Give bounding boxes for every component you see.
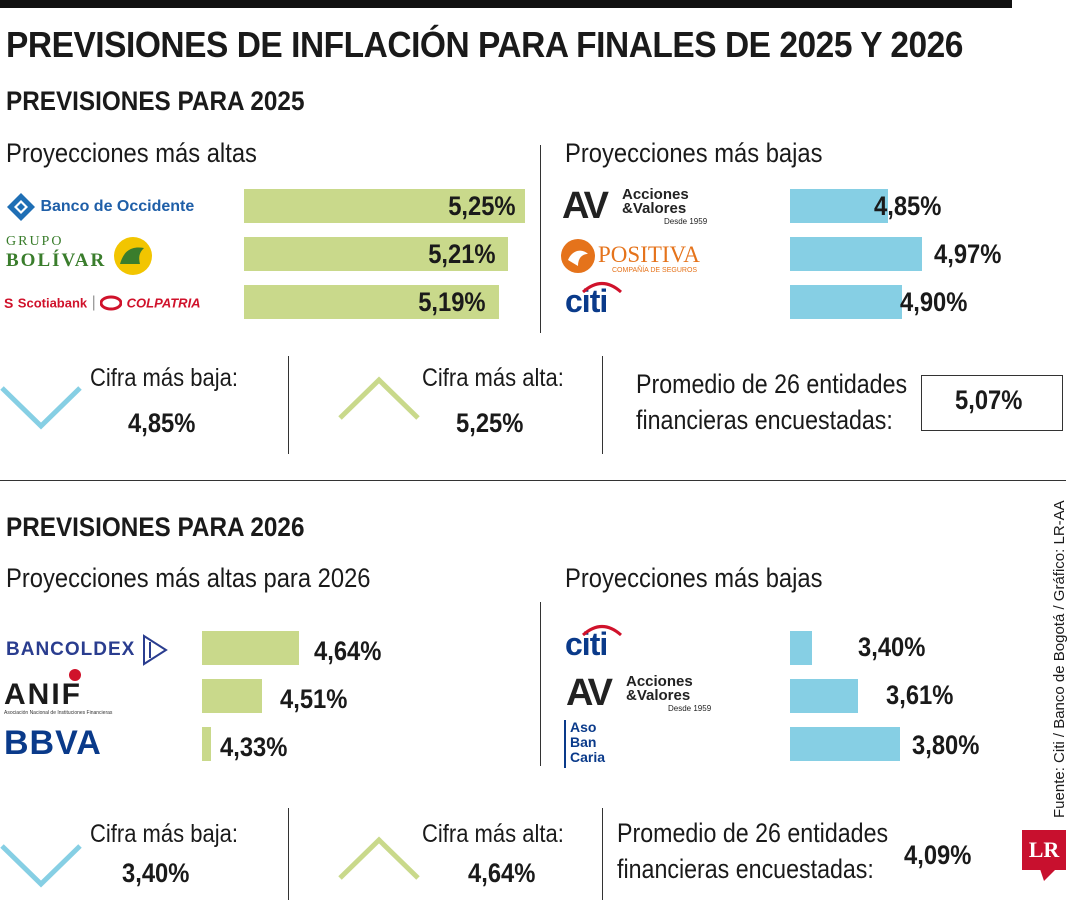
colpatria-swoosh-icon [99,295,123,311]
bar-2026-high-2 [202,727,211,761]
bar-2026-low-0 [790,631,812,665]
source-credit: Fuente: Citi / Banco de Bogotá / Gráfico… [1051,500,1068,818]
up-chevron-icon [338,836,420,880]
min-value-2025: 4,85% [128,408,196,438]
bar-2026-high-0 [202,631,299,665]
occidente-icon [7,193,35,221]
logo-banco-occidente: Banco de Occidente [6,192,194,222]
lr-logo-tail-icon [1040,869,1056,881]
value-2026-low-0: 3,40% [858,632,926,662]
max-value-2026: 4,64% [468,858,536,888]
lr-logo: LR [1022,830,1066,870]
avg-box-2025 [921,375,1063,431]
low-title-2026: Proyecciones más bajas [565,563,823,593]
value-2026-high-1: 4,51% [280,684,348,714]
max-label-2025: Cifra más alta: [422,364,564,392]
positiva-icon [561,239,595,273]
section-divider [0,480,1066,481]
logo-citi-2026: citi [565,625,622,663]
logo-acciones-valores-2026: AV Acciones &Valores Desde 1959 [566,672,712,714]
section-heading-2025: PREVISIONES PARA 2025 [6,86,305,116]
logo-asobancaria: Aso Ban Caria [564,720,626,768]
bar-2026-low-1 [790,679,859,713]
value-2026-low-2: 3,80% [912,730,980,760]
bar-2025-high-2 [244,285,500,319]
max-label-2026: Cifra más alta: [422,820,564,848]
summary-divider-2026-b [602,808,603,900]
high-title-2026: Proyecciones más altas para 2026 [6,563,371,593]
logo-scotiabank-colpatria: S Scotiabank | COLPATRIA [4,294,201,311]
summary-divider-2026-a [288,808,289,900]
logo-anif: ANIF Asociación Nacional de Institucione… [4,669,124,720]
value-2026-high-2: 4,33% [220,732,288,762]
logo-acciones-valores: AV Acciones &Valores Desde 1959 [562,185,708,227]
min-label-2025: Cifra más baja: [90,364,238,392]
high-title-2025: Proyecciones más altas [6,138,257,168]
value-2025-low-2: 4,90% [900,287,968,317]
max-value-2025: 5,25% [456,408,524,438]
page-title: PREVISIONES DE INFLACIÓN PARA FINALES DE… [6,24,963,65]
value-2025-low-1: 4,97% [934,239,1002,269]
anif-dot-icon [69,669,81,681]
avg-label-2025: Promedio de 26 entidades financieras enc… [636,369,908,435]
bar-2025-low-2 [790,285,902,319]
bar-2026-low-2 [790,727,900,761]
avg-value-2026: 4,09% [904,840,972,870]
value-2025-high-0: 5,25% [448,191,516,221]
min-value-2026: 3,40% [122,858,190,888]
bar-2025-high-0 [244,189,526,223]
logo-bancoldex: BANCOLDEX [6,634,170,666]
logo-positiva: POSITIVA COMPAÑÍA DE SEGUROS [560,238,710,278]
bar-2025-low-1 [790,237,922,271]
value-2026-low-1: 3,61% [886,680,954,710]
low-title-2025: Proyecciones más bajas [565,138,823,168]
bar-2025-low-0 [790,189,888,223]
min-label-2026: Cifra más baja: [90,820,238,848]
bolivar-horse-icon [114,237,152,275]
section-heading-2026: PREVISIONES PARA 2026 [6,512,305,542]
logo-grupo-bolivar: GRUPO BOLÍVAR [6,234,156,278]
citi-arc-icon [582,282,622,293]
down-chevron-icon [0,386,82,430]
bar-2026-high-1 [202,679,262,713]
avg-label-2026: Promedio de 26 entidades financieras enc… [617,818,889,884]
bar-2025-high-1 [244,237,509,271]
top-rule [0,0,1012,8]
logo-bbva: BBVA [4,724,102,762]
summary-divider-2025-b [602,356,603,454]
summary-divider-2025-a [288,356,289,454]
avg-value-2025: 5,07% [955,385,1023,415]
column-divider-2026 [540,602,541,766]
value-2025-low-0: 4,85% [874,191,942,221]
citi-arc-icon [582,625,622,636]
column-divider-2025 [540,145,541,333]
value-2026-high-0: 4,64% [314,636,382,666]
value-2025-high-2: 5,19% [418,287,486,317]
down-chevron-icon [0,844,82,888]
logo-citi: citi [565,282,622,320]
value-2025-high-1: 5,21% [428,239,496,269]
bancoldex-icon [142,634,168,666]
up-chevron-icon [338,376,420,420]
